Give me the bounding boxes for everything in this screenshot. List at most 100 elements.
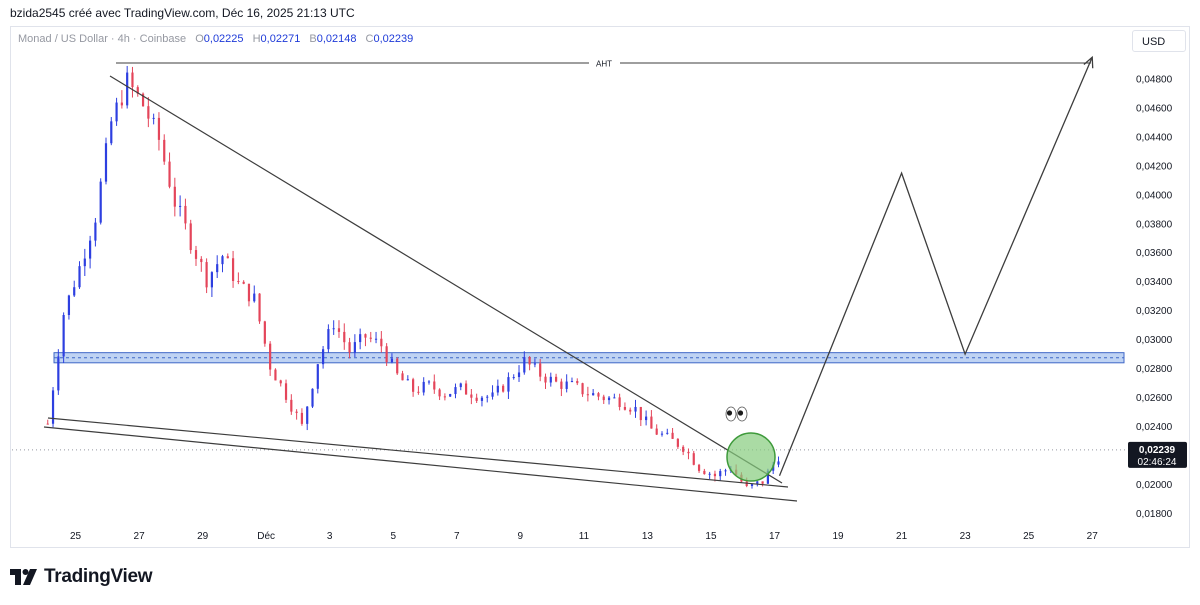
- candle-up: [406, 379, 409, 381]
- candle-down: [184, 205, 187, 224]
- wedge-lower-line-2: [43, 426, 798, 502]
- candle-up: [311, 388, 314, 407]
- candle-down: [157, 117, 161, 140]
- candle-down: [581, 383, 584, 395]
- x-tick-label: 29: [197, 531, 209, 542]
- candle-down: [544, 376, 547, 383]
- candle-down: [290, 399, 293, 412]
- candle-up: [459, 383, 462, 388]
- candle-up: [374, 338, 378, 340]
- y-tick-label: 0,04800: [1136, 74, 1173, 85]
- candle-up: [766, 470, 769, 484]
- candle-down: [200, 258, 203, 263]
- x-tick-label: 5: [390, 531, 396, 542]
- chart-frame: [10, 26, 1190, 548]
- candle-up: [62, 315, 65, 357]
- candle-down: [475, 397, 478, 401]
- candle-down: [226, 256, 229, 259]
- candle-up: [390, 358, 394, 363]
- candle-up: [99, 181, 102, 223]
- candle-up: [427, 381, 431, 383]
- candle-up: [51, 390, 55, 424]
- candle-up: [221, 256, 224, 265]
- y-tick-label: 0,01800: [1136, 509, 1173, 520]
- candle-down: [337, 328, 341, 332]
- candle-down: [655, 428, 658, 435]
- candle-down: [295, 411, 298, 413]
- candle-down: [385, 346, 388, 363]
- candle-up: [496, 385, 499, 393]
- candle-down: [597, 393, 600, 397]
- aht-label: AHT: [596, 60, 612, 69]
- low-key: B: [309, 33, 317, 45]
- candle-down: [650, 416, 653, 429]
- candle-up: [607, 397, 611, 401]
- candle-up: [321, 349, 325, 365]
- y-tick-label: 0,04600: [1136, 103, 1173, 114]
- candle-down: [618, 397, 621, 407]
- eyes-icon-pupil: [737, 410, 744, 416]
- tradingview-icon: [10, 569, 37, 585]
- candle-down: [623, 406, 627, 410]
- candle-down: [396, 358, 399, 374]
- wedge-upper-line: [109, 75, 783, 484]
- projection-path: [778, 56, 1093, 477]
- candle-down: [131, 72, 134, 88]
- candle-up: [78, 266, 81, 288]
- candle-up: [327, 329, 330, 350]
- candle-down: [576, 381, 579, 384]
- candle-up: [94, 222, 97, 241]
- candle-up: [724, 470, 727, 472]
- candle-down: [629, 409, 632, 412]
- candle-countdown: 02:46:24: [1138, 457, 1177, 468]
- candle-up: [750, 484, 754, 486]
- axes: 25 27 29 Déc 3 5 7 9 11 13 15 17 19 21 23 25 27 0,04800 0,…: [70, 74, 1187, 542]
- candles: [46, 65, 780, 489]
- candle-up: [454, 387, 457, 395]
- candle-up: [126, 72, 129, 106]
- current-price-value: 0,02239: [1139, 445, 1176, 456]
- candle-up: [565, 381, 568, 389]
- candle-down: [401, 373, 404, 381]
- x-tick-label: 15: [705, 531, 717, 542]
- candle-up: [592, 393, 595, 396]
- candle-down: [300, 412, 304, 424]
- candle-up: [104, 143, 108, 182]
- x-tick-label: 27: [134, 531, 146, 542]
- candle-down: [539, 363, 542, 377]
- wedge-lower-line-1: [47, 417, 789, 488]
- candle-up: [507, 377, 510, 392]
- x-tick-label: 13: [642, 531, 654, 542]
- candle-down: [745, 481, 748, 486]
- candle-down: [205, 262, 208, 288]
- y-tick-label: 0,02600: [1136, 393, 1173, 404]
- candle-down: [464, 383, 468, 395]
- currency-button[interactable]: USD: [1132, 30, 1186, 52]
- candle-up: [756, 481, 759, 485]
- high-key: H: [252, 33, 261, 45]
- trend-drawings: AHT: [43, 55, 1094, 502]
- candle-up: [353, 342, 356, 353]
- candle-down: [237, 280, 240, 282]
- candle-up: [210, 272, 213, 288]
- candle-down: [173, 186, 176, 207]
- candle-down: [136, 87, 139, 94]
- x-tick-label: 21: [896, 531, 908, 542]
- tradingview-logo: TradingView: [10, 565, 153, 589]
- candle-up: [332, 328, 335, 330]
- candle-up: [645, 416, 648, 421]
- close-key: C: [365, 33, 374, 45]
- candle-up: [57, 356, 60, 391]
- candle-up: [708, 473, 711, 475]
- candle-down: [242, 281, 245, 284]
- candle-up: [512, 377, 515, 379]
- y-tick-label: 0,02800: [1136, 364, 1173, 375]
- x-tick-label: Déc: [257, 531, 275, 542]
- x-tick-label: 25: [1023, 531, 1035, 542]
- candle-up: [253, 293, 256, 302]
- candle-up: [89, 240, 92, 259]
- candle-up: [523, 357, 526, 373]
- breakout-circle: [726, 432, 776, 482]
- candle-up: [359, 334, 362, 343]
